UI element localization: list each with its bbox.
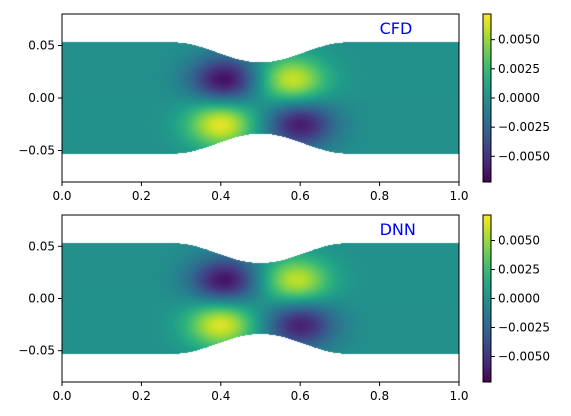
x-tick-label: 0.0 <box>52 389 71 403</box>
colorbar-tick-label: −0.0025 <box>498 320 550 334</box>
y-tick-label: 0.00 <box>28 91 55 105</box>
colorbar-tick-label: 0.0050 <box>498 33 540 47</box>
y-tick-label: −0.05 <box>18 144 55 158</box>
y-tick-label: 0.05 <box>28 239 55 253</box>
chart-panel-1: 0.0 0.2 0.4 0.6 0.8 1.0 0.05 0.00 −0.05 CFD 0.0050… <box>18 13 550 203</box>
chart-panel-2: 0.0 0.2 0.4 0.6 0.8 1.0 0.05 0.00 −0.05 DNN 0.0050… <box>18 214 550 403</box>
x-tick-label: 0.4 <box>211 189 230 203</box>
colorbar-tick-label: 0.0000 <box>498 292 540 306</box>
colorbar-tick-label: 0.0025 <box>498 263 540 277</box>
y-tick-label: −0.05 <box>18 344 55 358</box>
x-tick-label: 0.6 <box>291 189 310 203</box>
y-tick-label: 0.05 <box>28 39 55 53</box>
colorbar-tick-label: 0.0000 <box>498 91 540 105</box>
x-tick-label: 0.8 <box>370 389 389 403</box>
x-tick-label: 0.4 <box>211 389 230 403</box>
colorbar <box>483 215 491 382</box>
x-tick-label: 0.6 <box>291 389 310 403</box>
colorbar-tick-label: 0.0025 <box>498 62 540 76</box>
colorbar-tick-label: 0.0050 <box>498 234 540 248</box>
x-tick-label: 1.0 <box>449 389 468 403</box>
y-tick-label: 0.00 <box>28 292 55 306</box>
colorbar-tick-label: −0.0050 <box>498 349 550 363</box>
panel-label: CFD <box>380 19 413 38</box>
x-tick-label: 0.2 <box>132 189 151 203</box>
colorbar-tick-label: −0.0025 <box>498 120 550 134</box>
x-tick-label: 1.0 <box>449 189 468 203</box>
colorbar-tick-label: −0.0050 <box>498 149 550 163</box>
field-heatmap <box>62 215 459 382</box>
panel-label: DNN <box>380 220 416 239</box>
colorbar <box>483 14 491 182</box>
x-tick-label: 0.8 <box>370 189 389 203</box>
field-heatmap <box>62 14 459 182</box>
x-tick-label: 0.0 <box>52 189 71 203</box>
x-tick-label: 0.2 <box>132 389 151 403</box>
